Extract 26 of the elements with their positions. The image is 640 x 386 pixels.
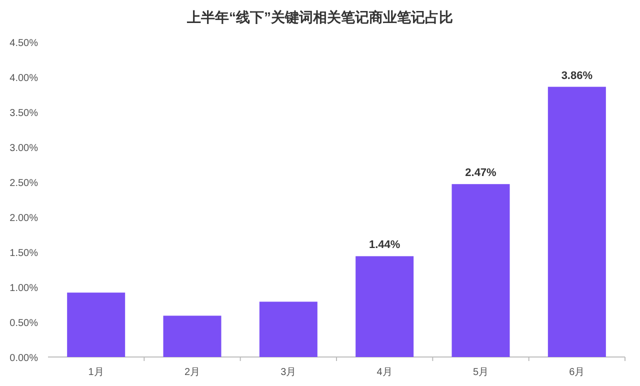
chart-title: 上半年“线下”关键词相关笔记商业笔记占比 [186, 9, 453, 25]
bar [548, 86, 606, 357]
data-label: 3.86% [561, 70, 593, 82]
y-tick-label: 2.00% [10, 213, 38, 224]
x-tick-label: 2月 [184, 367, 200, 378]
y-tick-label: 2.50% [10, 178, 38, 189]
data-label: 2.47% [465, 167, 497, 180]
bar [452, 184, 510, 357]
x-tick-label: 5月 [472, 367, 489, 378]
y-tick-label: 4.00% [10, 73, 38, 84]
bar [356, 256, 414, 357]
data-label: 1.44% [368, 239, 400, 252]
y-tick-label: 0.00% [10, 353, 38, 364]
y-tick-label: 1.50% [10, 248, 38, 259]
x-tick-label: 6月 [569, 367, 585, 378]
x-tick-label: 3月 [280, 367, 296, 378]
y-tick-label: 3.50% [10, 108, 38, 119]
x-tick-label: 1月 [88, 367, 104, 378]
bar [67, 292, 126, 357]
y-tick-label: 0.50% [10, 318, 38, 329]
bar [259, 302, 318, 357]
bar [163, 316, 222, 357]
y-tick-label: 1.00% [10, 283, 38, 294]
y-tick-label: 3.00% [10, 143, 38, 154]
x-tick-label: 4月 [376, 367, 392, 378]
y-tick-label: 4.50% [10, 38, 38, 49]
